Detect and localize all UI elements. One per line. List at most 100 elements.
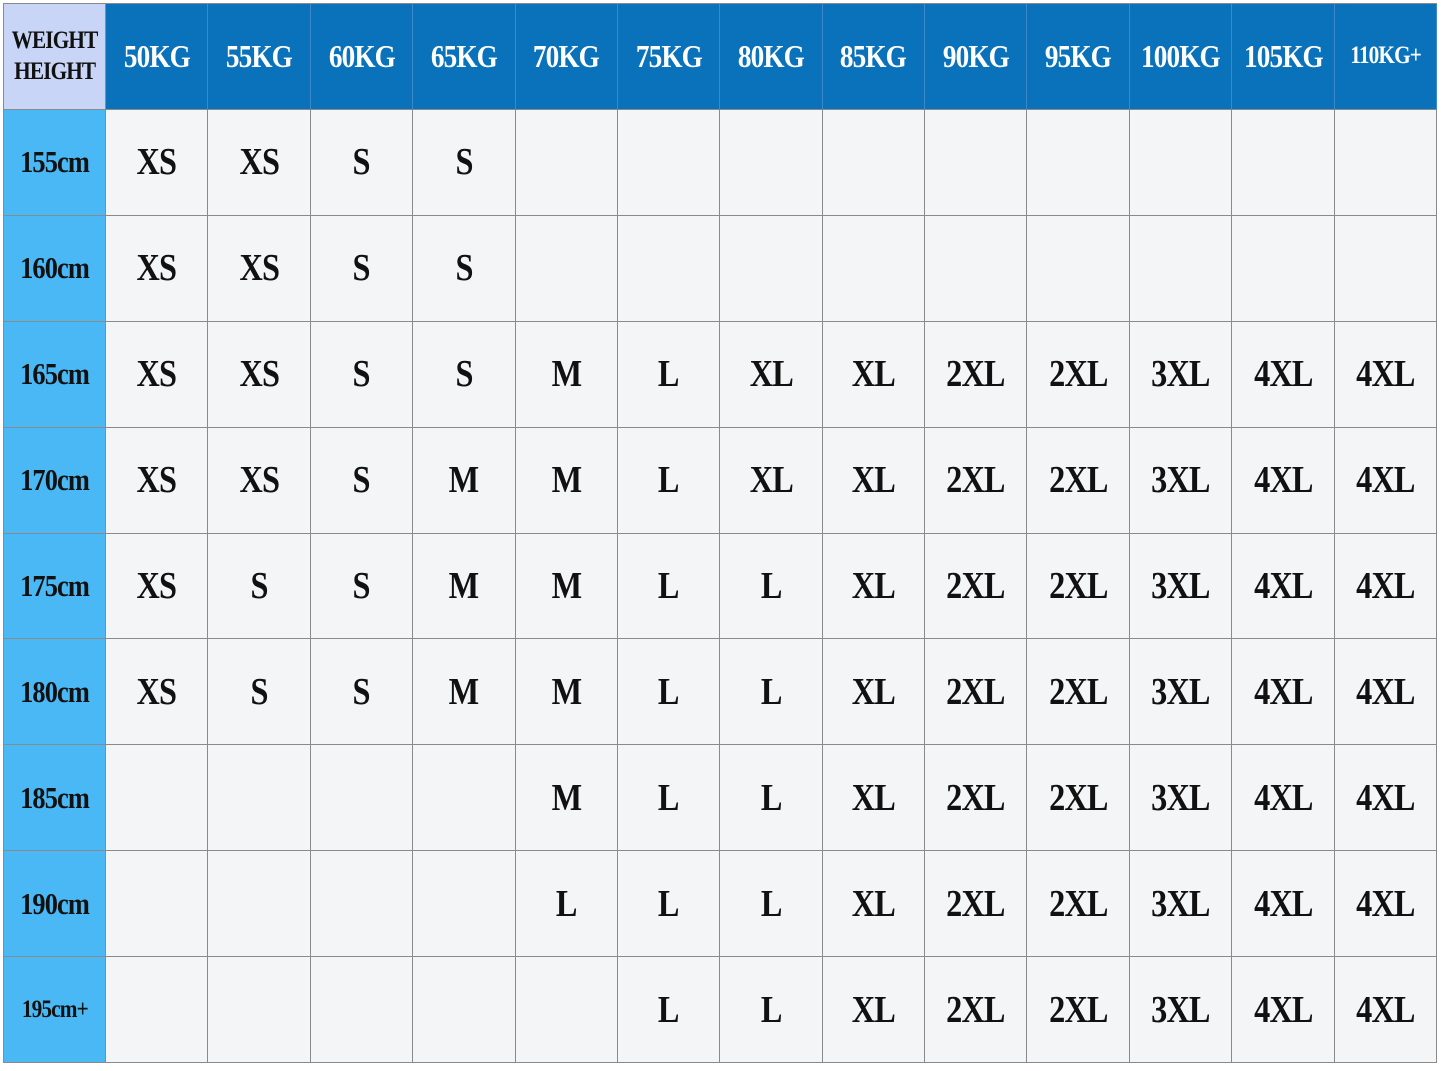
size-cell: 4XL [1232, 745, 1335, 852]
row-header: 175cm [4, 533, 106, 640]
size-cell: M [413, 427, 516, 534]
size-cell: 2XL [925, 639, 1028, 746]
size-cell-text: M [449, 564, 479, 607]
column-header-text: 60KG [328, 37, 395, 74]
size-cell: 2XL [1027, 427, 1130, 534]
size-cell: XS [106, 533, 209, 640]
size-cell: XS [208, 109, 311, 216]
size-cell: 4XL [1334, 745, 1437, 852]
size-cell-text: S [455, 247, 473, 290]
row-header: 170cm [4, 427, 106, 534]
size-cell: M [515, 427, 618, 534]
size-cell-text: 4XL [1356, 882, 1415, 925]
size-cell: XL [822, 851, 926, 958]
column-header-text: 50KG [123, 37, 191, 74]
size-cell-text: XL [851, 882, 896, 925]
column-header-text: 80KG [737, 37, 805, 74]
size-cell-text: L [658, 353, 680, 396]
size-cell: 3XL [1129, 321, 1233, 428]
size-cell-text: 4XL [1253, 988, 1313, 1031]
size-cell-text: 2XL [946, 882, 1006, 925]
row-header: 165cm [4, 321, 106, 428]
size-cell-text: L [658, 670, 680, 713]
size-cell: XS [208, 321, 311, 428]
size-cell-text: S [250, 670, 269, 713]
size-cell-text: S [352, 353, 371, 396]
size-cell-text: 2XL [946, 353, 1006, 396]
size-cell: L [617, 745, 721, 852]
size-cell-text: 2XL [1048, 564, 1108, 607]
size-cell-text: 2XL [946, 776, 1006, 819]
size-cell: S [310, 109, 414, 216]
size-cell: 2XL [925, 427, 1028, 534]
row-header-text: 195cm+ [21, 995, 88, 1023]
size-cell: 4XL [1232, 639, 1335, 746]
size-cell: 3XL [1129, 745, 1233, 852]
size-cell-text: 4XL [1356, 564, 1415, 607]
size-cell [106, 745, 209, 852]
size-cell-text: L [658, 564, 680, 607]
size-cell: XS [208, 427, 311, 534]
size-cell-text: XS [239, 247, 279, 290]
row-header: 185cm [4, 745, 106, 852]
size-cell: L [720, 639, 823, 746]
size-cell-text: L [658, 459, 680, 502]
size-cell-text: L [555, 882, 578, 925]
size-cell [1027, 109, 1130, 216]
size-cell: S [413, 109, 516, 216]
size-cell: M [515, 321, 618, 428]
size-cell: S [310, 321, 414, 428]
size-cell: XS [106, 427, 209, 534]
size-cell-text: XS [239, 353, 279, 396]
column-header: 50KG [106, 4, 209, 110]
size-cell-text: 4XL [1253, 459, 1313, 502]
size-cell: 3XL [1129, 533, 1233, 640]
size-table: WEIGHT HEIGHT 50KG 55KG 60KG 65KG 70KG 75KG 80… [3, 3, 1437, 1063]
size-cell-text: 4XL [1253, 564, 1313, 607]
size-cell: 4XL [1334, 321, 1437, 428]
size-cell-text: 2XL [1048, 882, 1108, 925]
size-cell-text: XL [851, 353, 896, 396]
row-header-text: 175cm [20, 567, 90, 603]
size-cell: L [720, 533, 823, 640]
size-cell: L [720, 851, 823, 958]
size-cell: L [617, 427, 721, 534]
row-header: 155cm [4, 109, 106, 216]
size-cell-text: XS [136, 459, 177, 502]
size-cell: 4XL [1232, 321, 1335, 428]
size-cell: L [617, 321, 721, 428]
size-cell-text: M [551, 353, 582, 396]
size-cell: XL [822, 639, 926, 746]
size-cell: 3XL [1129, 957, 1233, 1063]
column-header-text: 85KG [840, 37, 907, 74]
size-cell: M [413, 639, 516, 746]
column-header-text: 105KG [1243, 37, 1323, 74]
size-cell [720, 215, 823, 322]
column-header-text: 90KG [942, 37, 1010, 74]
size-cell: XS [208, 215, 311, 322]
size-cell-text: XS [239, 459, 279, 502]
column-header-text: 110KG+ [1349, 42, 1422, 70]
size-cell: 2XL [925, 745, 1028, 852]
size-cell [106, 851, 209, 958]
size-cell: S [208, 533, 311, 640]
size-cell-text: S [352, 564, 371, 607]
column-header-text: 65KG [430, 37, 498, 74]
size-cell: L [617, 639, 721, 746]
size-cell-text: 4XL [1253, 776, 1313, 819]
size-cell-text: 3XL [1151, 776, 1210, 819]
size-cell: L [720, 957, 823, 1063]
size-cell-text: L [658, 882, 680, 925]
row-header-text: 170cm [20, 462, 90, 498]
size-cell-text: 3XL [1151, 988, 1210, 1031]
size-cell [413, 957, 516, 1063]
size-cell: XS [106, 215, 209, 322]
size-cell-text: XL [749, 353, 793, 396]
size-cell [208, 851, 311, 958]
size-cell: 2XL [1027, 533, 1130, 640]
size-cell [106, 957, 209, 1063]
size-cell: 4XL [1232, 851, 1335, 958]
size-cell-text: L [658, 776, 680, 819]
size-cell [515, 109, 618, 216]
size-cell [310, 745, 414, 852]
